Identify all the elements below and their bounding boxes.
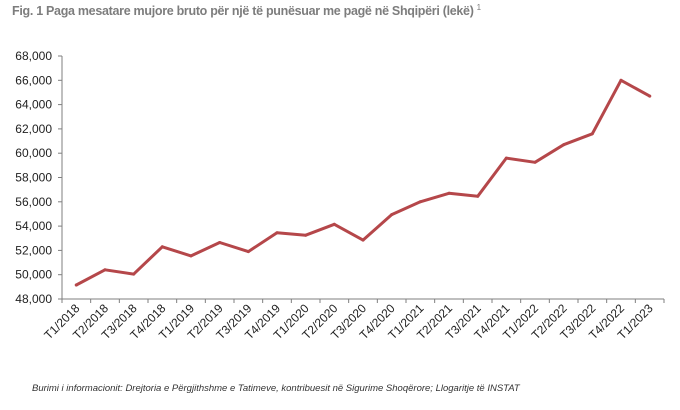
data-point (132, 272, 136, 276)
data-point (246, 250, 250, 254)
data-point (418, 200, 422, 204)
data-point (74, 283, 78, 287)
data-point (476, 194, 480, 198)
data-point (648, 94, 652, 98)
data-point (189, 254, 193, 258)
y-tick-label: 56,000 (15, 195, 52, 209)
series-line (74, 78, 652, 287)
y-tick-label: 68,000 (15, 49, 52, 63)
y-tick-label: 60,000 (15, 146, 52, 160)
data-point (275, 231, 279, 235)
y-tick-label: 52,000 (15, 243, 52, 257)
data-point (218, 241, 222, 244)
data-point (103, 268, 107, 272)
data-point (160, 245, 164, 249)
y-tick-label: 58,000 (15, 171, 52, 185)
data-point (504, 156, 508, 160)
data-point (533, 160, 537, 164)
data-point (590, 132, 594, 136)
y-tick-label: 62,000 (15, 122, 52, 136)
y-tick-label: 50,000 (15, 268, 52, 282)
source-note: Burimi i informacionit: Drejtoria e Përg… (32, 383, 520, 394)
data-point (361, 238, 365, 242)
line-chart: 48,000 50,000 52,000 54,000 56,000 58,000 60,0… (15, 49, 665, 342)
data-point (562, 143, 566, 147)
y-tick-label: 54,000 (15, 219, 52, 233)
data-point (390, 213, 394, 217)
y-tick-label: 48,000 (15, 292, 52, 306)
y-tick-label: 64,000 (15, 98, 52, 112)
data-point (447, 191, 451, 195)
title-footnote-mark: 1 (476, 3, 481, 12)
data-point (619, 78, 623, 82)
data-point (304, 233, 308, 237)
chart-title: Fig. 1 Paga mesatare mujore bruto për nj… (12, 3, 481, 18)
chart-title-text: Fig. 1 Paga mesatare mujore bruto për nj… (12, 4, 474, 19)
data-point (332, 222, 336, 226)
y-tick-label: 66,000 (15, 73, 52, 87)
